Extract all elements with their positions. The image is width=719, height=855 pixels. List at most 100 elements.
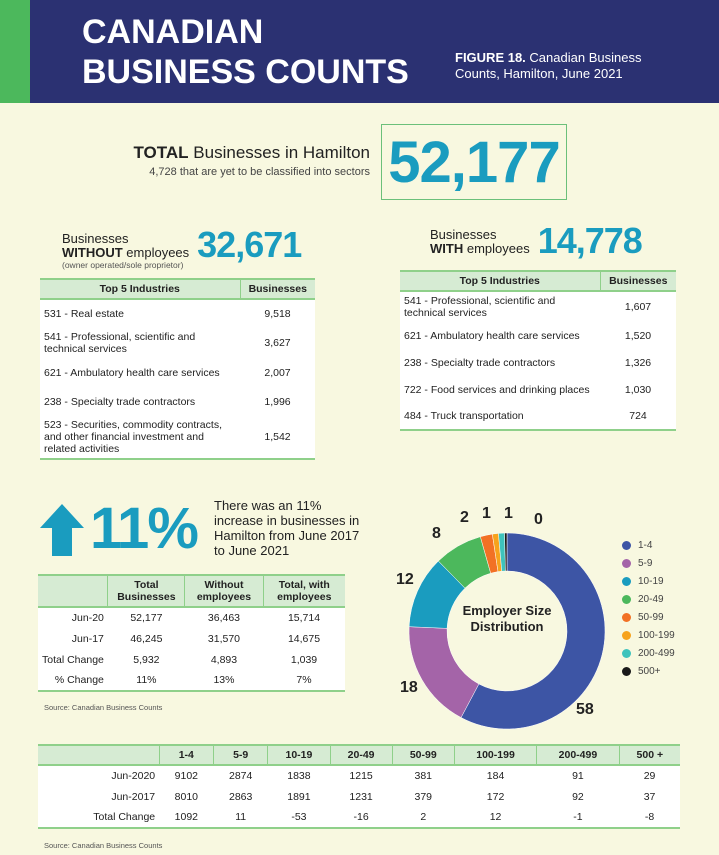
col-header: Total, with employees: [262, 575, 345, 607]
row-label: Jun-2017: [111, 790, 156, 803]
cell-value: 29: [643, 770, 656, 782]
cell-value: 52,177: [130, 612, 163, 624]
cell-value: 1,326: [624, 356, 652, 369]
title-line-1: CANADIAN: [82, 13, 264, 51]
cell-value: 172: [486, 790, 505, 803]
without-employees-table: Top 5 Industries Businesses 531 - Real es…: [40, 278, 315, 460]
col-header: 20-49: [329, 745, 393, 765]
cell-value: 5,932: [133, 653, 160, 666]
donut-slice-500+: [504, 532, 508, 572]
table-row: Jun-2017 8010 2863 1891 1231 379 172 92 37: [38, 786, 680, 807]
table-row: 238 - Specialty trade contractors 1,996: [40, 387, 315, 416]
with-line1: Businesses: [430, 227, 497, 242]
data-label: 18: [400, 679, 418, 696]
table-row: Total Change 1092 11 -53 -16 2 12 -1 -8: [38, 807, 680, 828]
col-header: Businesses: [599, 271, 676, 291]
cell-value: 15,714: [287, 612, 321, 624]
cell-value: 1,542: [264, 431, 291, 443]
col-header: 5-9: [212, 745, 268, 765]
cell-value: 1891: [287, 790, 311, 803]
without-line2-rest: employees: [126, 245, 190, 260]
cell-value: 36,463: [207, 612, 241, 624]
title-line-2: BUSINESS COUNTS: [82, 53, 409, 91]
legend-swatch-icon: [622, 576, 631, 586]
figure-caption-text: Canadian Business Counts, Hamilton, June…: [455, 50, 642, 81]
legend-item: 500+: [622, 662, 675, 680]
legend-label: 10-19: [638, 575, 664, 587]
table-row: 523 - Securities, commodity contracts, a…: [40, 416, 315, 459]
col-header: 100-199: [453, 745, 537, 765]
col-header: Top 5 Industries: [40, 279, 240, 299]
row-label: Jun-20: [71, 612, 104, 624]
legend-item: 100-199: [622, 626, 675, 644]
cell-value: 1838: [287, 770, 311, 782]
cell-value: 31,570: [207, 632, 241, 645]
table-row: Jun-17 46,245 31,570 14,675: [38, 628, 345, 649]
col-header: Top 5 Industries: [400, 271, 600, 291]
table-row: 621 - Ambulatory health care services 1,5…: [400, 322, 676, 349]
legend-item: 20-49: [622, 590, 675, 608]
col-header: [38, 575, 108, 607]
cell-value: -1: [573, 811, 583, 823]
legend-label: 100-199: [638, 629, 675, 641]
row-label: 541 - Professional, scientific and techn…: [44, 331, 196, 355]
cell-value: 13%: [213, 674, 235, 686]
cell-value: 4,893: [210, 653, 238, 666]
row-label: 621 - Ambulatory health care services: [404, 329, 580, 342]
cell-value: 1,030: [624, 383, 652, 396]
row-label: Jun-2020: [111, 770, 156, 782]
data-label: 0: [534, 511, 543, 528]
data-label: 1: [482, 505, 491, 522]
legend-label: 5-9: [638, 557, 653, 569]
legend-swatch-icon: [622, 648, 631, 658]
cell-value: 91: [572, 770, 584, 782]
legend-item: 5-9: [622, 554, 675, 572]
total-value: 52,177: [381, 124, 567, 200]
data-label: 2: [460, 509, 469, 526]
cell-value: 92: [572, 790, 584, 803]
cell-value: 11%: [136, 674, 157, 686]
legend-swatch-icon: [622, 540, 631, 550]
col-header: 50-99: [391, 745, 455, 765]
col-header: 200-499: [536, 745, 620, 765]
without-note: (owner operated/sole proprietor): [62, 260, 184, 270]
figure-caption: FIGURE 18. Canadian Business Counts, Ham…: [455, 50, 660, 82]
source-note: Source: Canadian Business Counts: [44, 841, 163, 850]
table-row: 238 - Specialty trade contractors 1,326: [400, 349, 676, 376]
row-label: 523 - Securities, commodity contracts, a…: [44, 419, 222, 455]
donut-center-label: Employer Size Distribution: [462, 603, 552, 634]
header-banner: [0, 0, 719, 103]
cell-value: 1231: [349, 790, 373, 803]
row-label: Total Change: [93, 811, 156, 823]
table-row: 541 - Professional, scientific and techn…: [400, 291, 676, 322]
row-label: Jun-17: [71, 632, 104, 645]
legend-item: 1-4: [622, 536, 675, 554]
cell-value: 2: [420, 811, 427, 823]
legend-swatch-icon: [622, 630, 631, 640]
col-header: 500 +: [618, 745, 680, 765]
cell-value: 1,039: [290, 653, 318, 666]
cell-value: 46,245: [130, 632, 163, 645]
legend-swatch-icon: [622, 612, 631, 622]
legend-label: 20-49: [638, 593, 664, 605]
donut-slice-5-9: [408, 626, 480, 718]
legend-item: 200-499: [622, 644, 675, 662]
figure-label: FIGURE 18.: [455, 50, 526, 65]
legend-item: 50-99: [622, 608, 675, 626]
cell-value: 379: [414, 790, 433, 803]
row-label: % Change: [54, 674, 104, 686]
size-table: 1-4 5-9 10-19 20-49 50-99 100-199 200-499 500 +…: [38, 744, 680, 829]
table-row: 621 - Ambulatory health care services 2,0…: [40, 358, 315, 387]
legend-item: 10-19: [622, 572, 675, 590]
without-employees-heading: Businesses WITHOUT employees 32,671 (owne…: [62, 227, 302, 271]
page-title: CANADIAN BUSINESS COUNTS: [82, 12, 409, 92]
cell-value: 2863: [229, 790, 253, 803]
row-label: 531 - Real estate: [44, 308, 124, 320]
cell-value: 1,996: [264, 395, 291, 408]
cell-value: 9,518: [264, 308, 291, 320]
cell-value: 1,520: [624, 329, 652, 342]
col-header: Without employees: [184, 575, 264, 607]
growth-percent: 11%: [90, 496, 199, 561]
legend-label: 500+: [638, 665, 661, 677]
cell-value: 381: [414, 770, 433, 782]
